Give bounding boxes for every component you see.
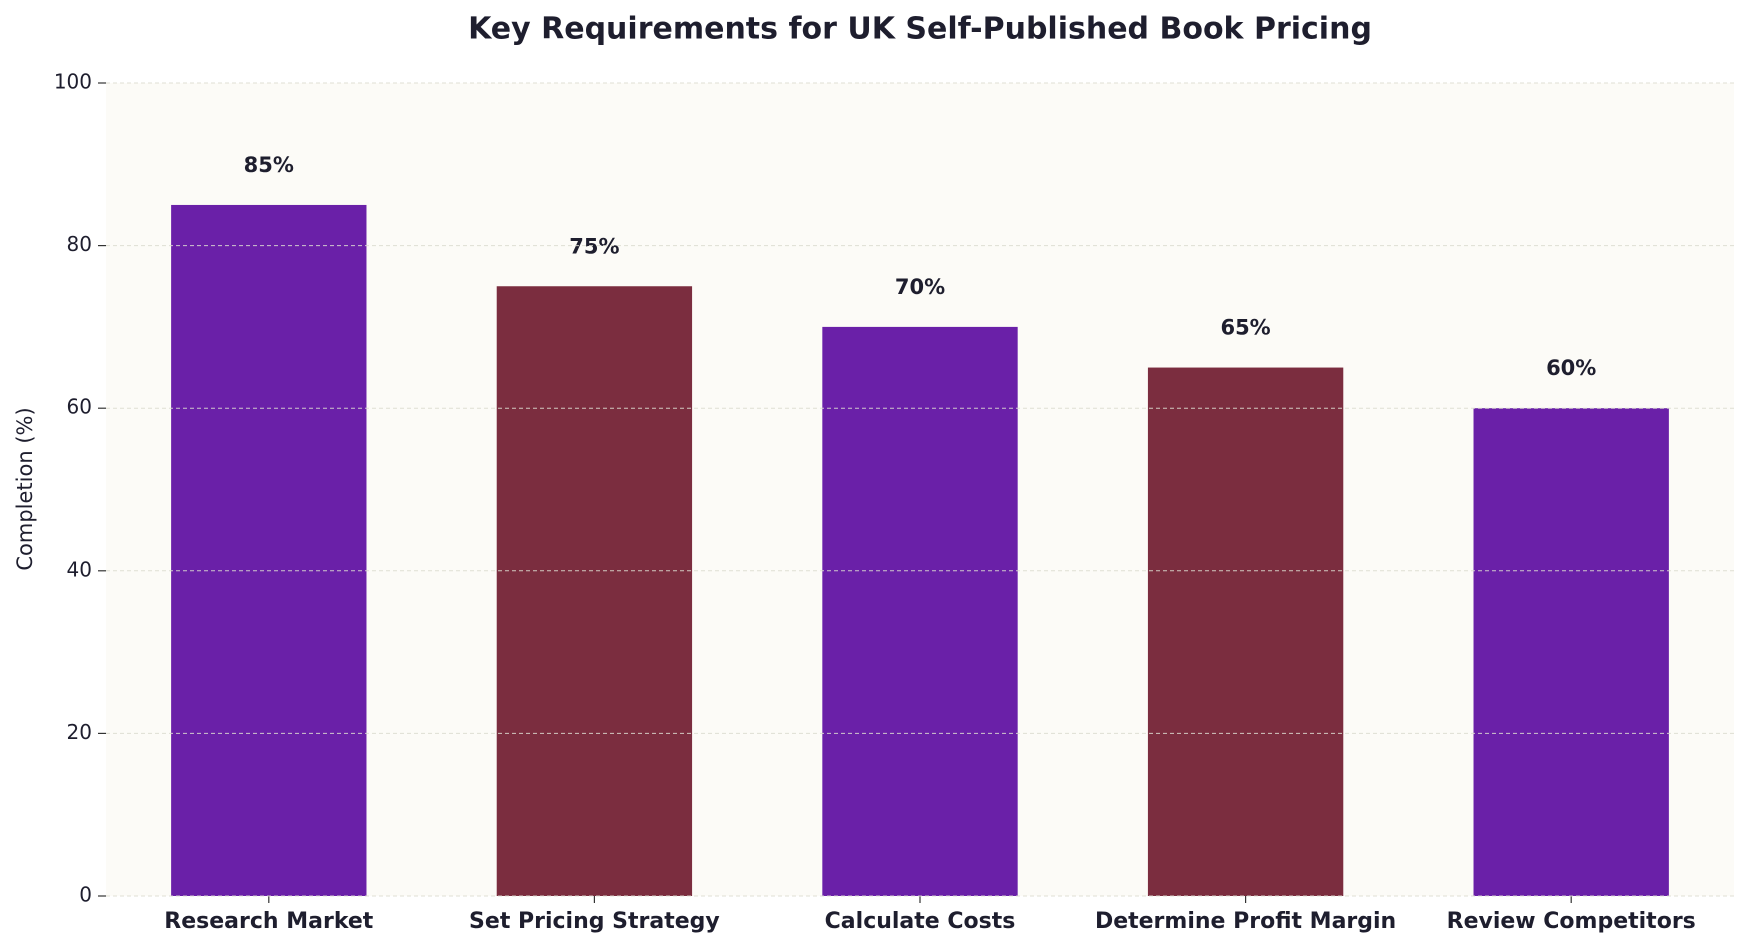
y-tick-label: 0: [79, 883, 92, 907]
bar: [171, 204, 367, 896]
bar: [822, 326, 1018, 896]
y-axis-label: Completion (%): [13, 407, 37, 570]
x-tick-label: Determine Profit Margin: [1095, 909, 1396, 934]
y-tick-label: 80: [67, 232, 92, 256]
bar: [1147, 367, 1344, 896]
bar: [1473, 408, 1669, 896]
x-tick-label: Research Market: [164, 909, 373, 934]
y-tick-label: 100: [54, 70, 92, 94]
value-label: 65%: [1220, 316, 1270, 340]
y-tick-label: 20: [67, 720, 92, 744]
y-tick-label: 60: [67, 395, 92, 419]
x-tick-label: Calculate Costs: [825, 909, 1016, 934]
value-label: 60%: [1546, 356, 1596, 380]
chart-title: Key Requirements for UK Self-Published B…: [468, 12, 1372, 47]
value-label: 70%: [895, 275, 945, 299]
x-tick-label: Review Competitors: [1447, 909, 1696, 934]
value-label: 75%: [569, 234, 619, 258]
value-label: 85%: [244, 153, 294, 177]
x-tick-label: Set Pricing Strategy: [469, 909, 720, 934]
y-tick-label: 40: [67, 557, 92, 581]
bar: [496, 286, 693, 896]
